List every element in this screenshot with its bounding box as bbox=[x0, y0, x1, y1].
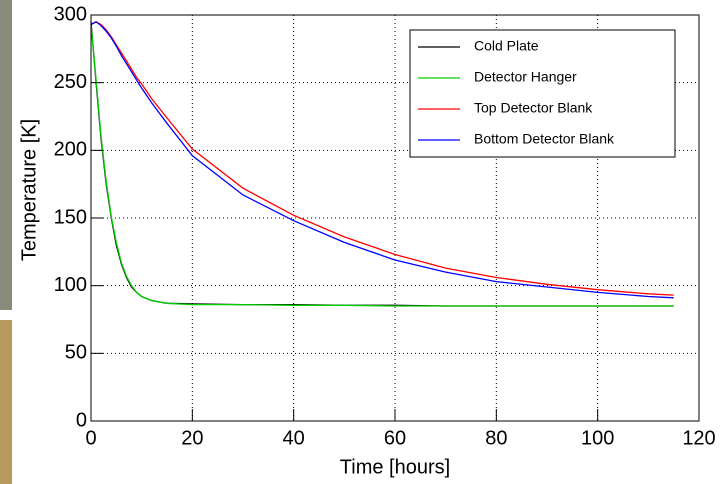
background-photo bbox=[0, 0, 12, 310]
legend-label: Bottom Detector Blank bbox=[474, 131, 615, 147]
y-tick-label: 300 bbox=[54, 3, 87, 25]
x-tick-label: 40 bbox=[283, 427, 305, 449]
y-tick-label: 0 bbox=[76, 409, 87, 431]
x-tick-label: 20 bbox=[181, 427, 203, 449]
axes: 0 20 40 60 80 100 120 0 50 100 150 200 250 300 bbox=[54, 3, 716, 449]
x-tick-label: 100 bbox=[581, 427, 614, 449]
y-tick-label: 200 bbox=[54, 139, 87, 161]
legend-label: Top Detector Blank bbox=[474, 100, 593, 116]
series-line bbox=[90, 24, 674, 307]
legend-box bbox=[409, 29, 676, 158]
legend-label: Cold Plate bbox=[474, 38, 539, 54]
y-tick-label: 50 bbox=[65, 342, 87, 364]
plot-lines bbox=[90, 21, 674, 307]
legend-label: Detector Hanger bbox=[474, 69, 577, 85]
y-tick-label: 150 bbox=[54, 206, 87, 228]
series-line bbox=[90, 21, 674, 299]
x-tick-label: 60 bbox=[384, 427, 406, 449]
y-tick-label: 250 bbox=[54, 71, 87, 93]
y-tick-label: 100 bbox=[54, 274, 87, 296]
x-tick-label: 80 bbox=[485, 427, 507, 449]
x-tick-label: 0 bbox=[85, 427, 96, 449]
legend: Cold Plate Detector Hanger Top Detector Bl… bbox=[409, 29, 676, 158]
x-tick-label: 120 bbox=[682, 427, 715, 449]
series-line bbox=[90, 21, 674, 296]
y-axis-label: Temperature [K] bbox=[18, 119, 40, 261]
background-photo bbox=[0, 320, 12, 484]
x-axis-label: Time [hours] bbox=[340, 456, 450, 478]
